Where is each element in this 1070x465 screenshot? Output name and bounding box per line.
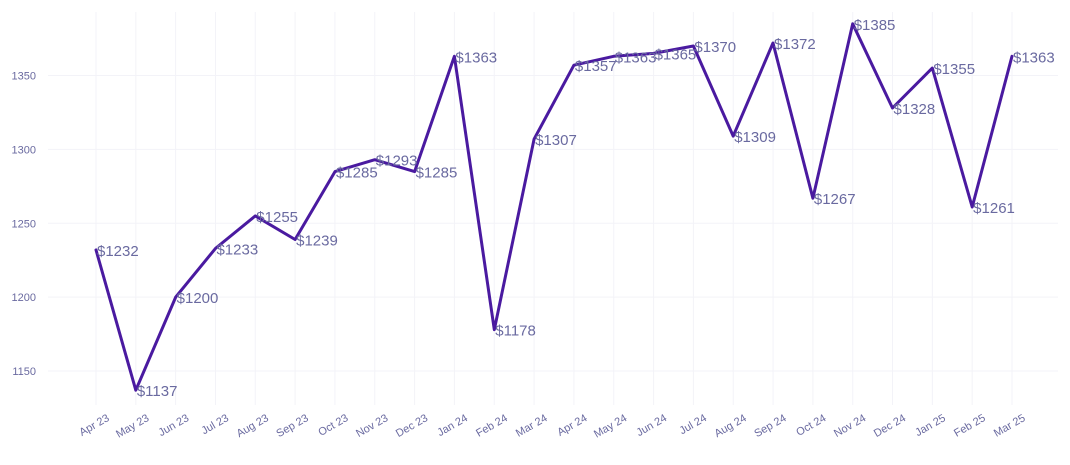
x-tick-label: May 23: [114, 412, 151, 440]
y-tick-label: 1200: [12, 292, 36, 304]
x-tick-label: Oct 24: [794, 412, 828, 439]
data-label: $1307: [535, 132, 577, 149]
x-tick-label: Feb 25: [952, 412, 988, 440]
x-tick-label: Jun 24: [634, 412, 669, 439]
x-tick-label: Jul 23: [200, 412, 231, 437]
data-label: $1365: [655, 46, 697, 63]
data-label: $1385: [854, 17, 896, 34]
x-tick-label: Dec 24: [872, 412, 908, 440]
x-tick-label: Jul 24: [677, 412, 708, 437]
data-label: $1363: [615, 49, 657, 66]
x-tick-label: Oct 23: [316, 412, 350, 439]
data-label: $1200: [177, 290, 219, 307]
data-label: $1355: [933, 61, 975, 78]
y-tick-label: 1350: [12, 71, 36, 83]
y-axis-ticks: 1150 1200 1250 1300 1350: [12, 71, 36, 378]
data-label: $1285: [336, 165, 378, 182]
x-tick-label: Sep 23: [274, 412, 310, 440]
data-label: $1267: [814, 191, 856, 208]
series-line-price: [94, 22, 1014, 392]
data-label: $1137: [137, 383, 178, 400]
data-label: $1363: [455, 49, 497, 66]
vertical-gridlines: [95, 12, 1013, 405]
data-label: $1261: [973, 200, 1015, 217]
data-label: $1328: [894, 101, 936, 118]
x-tick-label: Mar 24: [514, 412, 550, 440]
x-tick-label: Jan 24: [435, 412, 470, 439]
data-label: $1370: [694, 39, 736, 56]
data-label: $1232: [97, 243, 139, 260]
data-labels: $1232 $1137 $1200 $1233 $1255 $1239 $1285$1293…: [97, 17, 1055, 400]
x-tick-label: Feb 24: [474, 412, 510, 440]
x-tick-label: Apr 23: [77, 412, 111, 439]
x-tick-label: Jun 23: [157, 412, 192, 439]
data-label: $1363: [1013, 49, 1055, 66]
data-label: $1293: [376, 153, 418, 170]
x-tick-label: Nov 24: [832, 412, 868, 440]
data-label: $1239: [296, 233, 338, 250]
y-tick-label: 1300: [12, 144, 36, 156]
horizontal-gridlines: [48, 75, 1058, 372]
x-tick-label: Nov 23: [354, 412, 390, 440]
x-tick-label: May 24: [592, 412, 629, 440]
x-tick-label: Jan 25: [913, 412, 948, 439]
y-tick-label: 1250: [12, 218, 36, 230]
data-label: $1233: [216, 241, 258, 258]
data-label: $1309: [734, 129, 776, 146]
series-lines: [94, 22, 1014, 392]
data-label: $1357: [575, 58, 617, 75]
y-tick-label: 1150: [12, 366, 36, 378]
x-tick-label: Apr 24: [555, 412, 589, 439]
x-axis-ticks: Apr 23 May 23 Jun 23 Jul 23 Aug 23 Sep 23 Oct …: [77, 412, 1027, 440]
data-label: $1285: [416, 165, 458, 182]
data-label: $1372: [774, 36, 816, 53]
x-tick-label: Sep 24: [752, 412, 788, 440]
data-label: $1178: [495, 323, 536, 340]
data-label: $1255: [256, 209, 298, 226]
x-tick-label: Mar 25: [992, 412, 1028, 440]
x-tick-label: Dec 23: [394, 412, 430, 440]
x-tick-label: Aug 24: [713, 412, 749, 440]
x-tick-label: Aug 23: [235, 412, 271, 440]
